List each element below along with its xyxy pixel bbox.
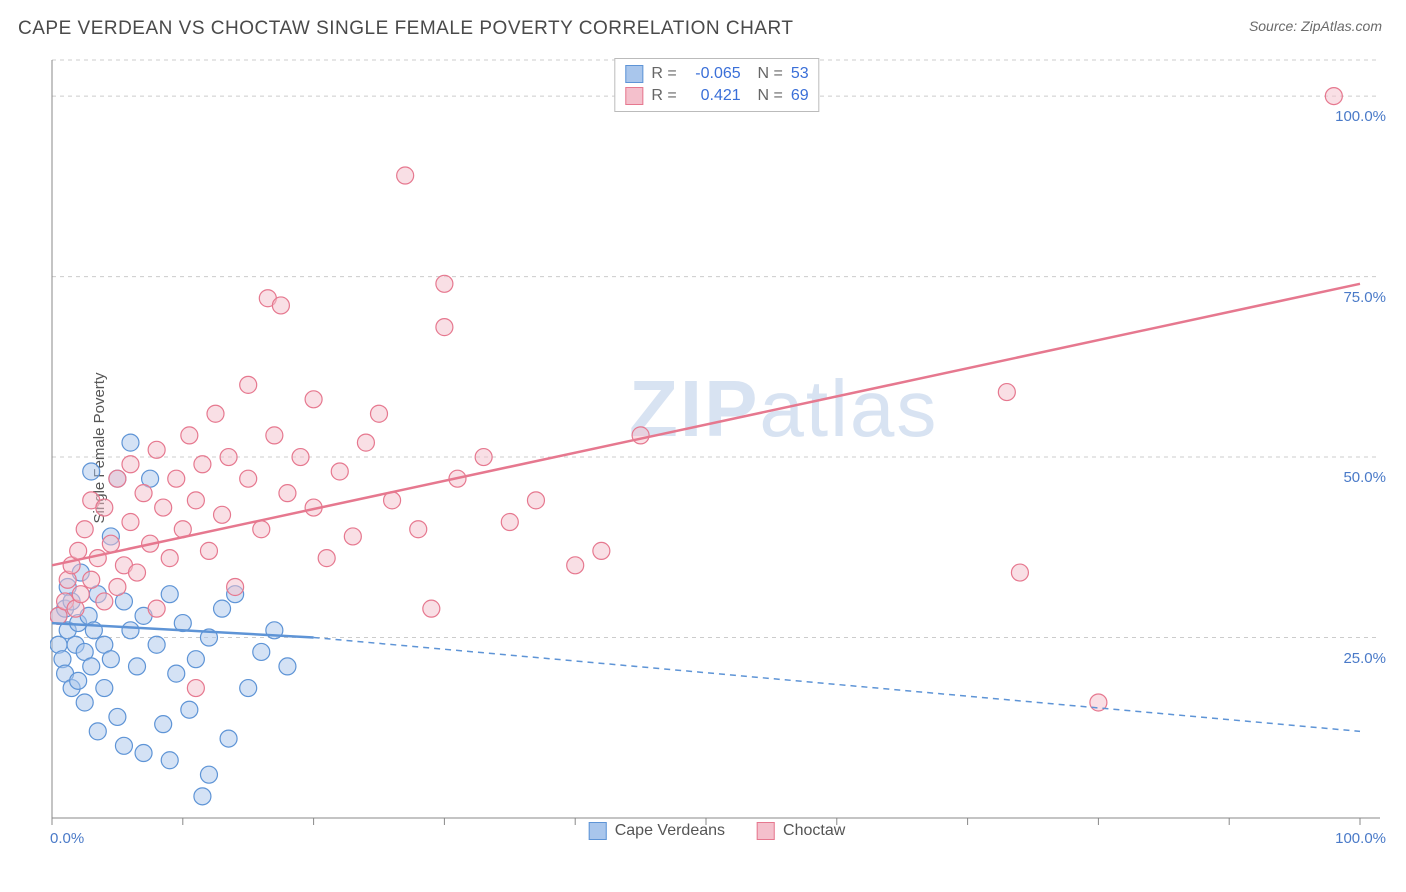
stats-n-value: 69 [791, 85, 809, 107]
stats-row: R = -0.065 N = 53 [625, 63, 808, 85]
stats-n-label: N = [749, 63, 783, 85]
bottom-legend: Cape Verdeans Choctaw [589, 822, 846, 840]
legend-item: Cape Verdeans [589, 822, 725, 840]
stats-n-label: N = [749, 85, 783, 107]
stats-r-value: 0.421 [685, 85, 741, 107]
stats-r-value: -0.065 [685, 63, 741, 85]
scatter-plot [50, 58, 1384, 838]
stats-row: R = 0.421 N = 69 [625, 85, 808, 107]
x-tick-label: 0.0% [50, 830, 84, 847]
legend-swatch [625, 87, 643, 105]
y-tick-label: 25.0% [1343, 650, 1386, 667]
x-tick-label: 100.0% [1335, 830, 1386, 847]
stats-r-label: R = [651, 85, 676, 107]
legend-item: Choctaw [757, 822, 845, 840]
legend-label: Cape Verdeans [615, 822, 725, 840]
chart-title: CAPE VERDEAN VS CHOCTAW SINGLE FEMALE PO… [18, 18, 793, 40]
stats-r-label: R = [651, 63, 676, 85]
y-tick-label: 75.0% [1343, 289, 1386, 306]
correlation-stats-box: R = -0.065 N = 53 R = 0.421 N = 69 [614, 58, 819, 112]
legend-label: Choctaw [783, 822, 845, 840]
source-attribution: Source: ZipAtlas.com [1249, 18, 1382, 34]
chart-area: Single Female Poverty ZIPatlas R = -0.06… [50, 58, 1384, 838]
legend-swatch [589, 822, 607, 840]
stats-n-value: 53 [791, 63, 809, 85]
legend-swatch [625, 65, 643, 83]
y-tick-label: 50.0% [1343, 469, 1386, 486]
legend-swatch [757, 822, 775, 840]
y-tick-label: 100.0% [1335, 108, 1386, 125]
